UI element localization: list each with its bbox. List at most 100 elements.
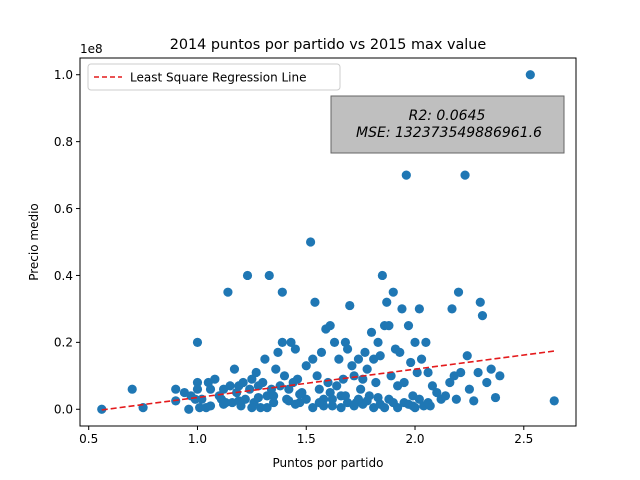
- data-point: [184, 404, 194, 414]
- data-point: [284, 396, 294, 406]
- data-point: [262, 403, 272, 413]
- data-point: [453, 287, 464, 297]
- data-point: [284, 384, 294, 394]
- y-axis-offset-label: 1e8: [80, 42, 103, 56]
- data-point: [399, 377, 409, 388]
- data-point: [325, 387, 335, 398]
- x-axis-label: Puntos por partido: [273, 456, 384, 470]
- data-point: [127, 384, 137, 394]
- data-point: [332, 381, 342, 391]
- data-point: [379, 403, 390, 413]
- data-point: [414, 394, 424, 404]
- data-point: [377, 270, 387, 281]
- data-point: [410, 337, 420, 347]
- data-point: [349, 401, 359, 411]
- x-tick-label: 0.5: [79, 432, 98, 446]
- data-point: [401, 170, 411, 180]
- data-point: [336, 403, 346, 413]
- data-point: [473, 367, 483, 378]
- y-axis-ticks: 0.0 0.2 0.4 0.6 0.8 1.0: [54, 68, 80, 417]
- data-point: [395, 347, 405, 357]
- data-point: [382, 297, 392, 307]
- data-point: [247, 374, 257, 384]
- data-point: [356, 384, 366, 394]
- data-point: [440, 391, 451, 401]
- data-point: [477, 311, 488, 321]
- data-point: [403, 321, 414, 331]
- y-axis-label: Precio medio: [27, 203, 41, 281]
- data-point: [190, 394, 200, 404]
- data-point: [225, 381, 235, 391]
- data-point: [456, 367, 466, 378]
- data-point: [264, 270, 274, 281]
- y-tick-label: 0.4: [54, 269, 73, 283]
- x-tick-label: 1.5: [297, 432, 316, 446]
- data-point: [416, 354, 427, 364]
- legend-entry-label: Least Square Regression Line: [130, 71, 307, 85]
- data-point: [460, 170, 470, 180]
- y-tick-label: 0.2: [54, 336, 73, 350]
- data-point: [362, 396, 372, 406]
- legend: Least Square Regression Line: [87, 63, 341, 91]
- x-tick-label: 1.0: [188, 432, 207, 446]
- data-point: [408, 401, 418, 411]
- data-point: [192, 384, 203, 394]
- data-point: [373, 337, 383, 347]
- data-point: [525, 70, 535, 80]
- data-point: [469, 396, 479, 406]
- data-point: [310, 297, 320, 307]
- data-point: [277, 287, 287, 297]
- stats-box: [330, 95, 565, 154]
- y-tick-label: 0.0: [54, 403, 73, 417]
- regression-line: [101, 350, 555, 411]
- x-axis-ticks: 0.5 1.0 1.5 2.0 2.5: [79, 426, 533, 446]
- data-point: [371, 377, 381, 388]
- data-point: [388, 397, 398, 408]
- data-point: [327, 401, 337, 411]
- data-point: [234, 396, 244, 406]
- data-point: [238, 377, 248, 388]
- x-tick-label: 2.5: [514, 432, 533, 446]
- data-point: [406, 357, 416, 368]
- y-tick-label: 1.0: [54, 68, 73, 82]
- data-point: [251, 367, 261, 378]
- data-point: [325, 321, 335, 331]
- data-point: [269, 391, 279, 401]
- data-point: [375, 351, 385, 361]
- data-point: [258, 377, 268, 388]
- data-point: [349, 371, 359, 381]
- y-tick-label: 0.8: [54, 135, 73, 149]
- data-point: [279, 371, 290, 381]
- data-point: [205, 401, 216, 411]
- data-point: [423, 367, 433, 378]
- data-point: [445, 377, 455, 388]
- mse-label: MSE: 132373549886961.6: [356, 125, 542, 141]
- data-point: [423, 397, 433, 408]
- data-point: [490, 392, 501, 403]
- data-point: [464, 384, 475, 394]
- data-point: [360, 347, 370, 357]
- data-point: [171, 384, 181, 394]
- data-point: [421, 337, 431, 347]
- data-point: [218, 399, 229, 409]
- data-point: [384, 321, 394, 331]
- data-point: [347, 361, 357, 371]
- data-point: [292, 374, 303, 384]
- legend-box: [87, 63, 341, 91]
- plot-area: [79, 57, 577, 427]
- data-point: [277, 337, 287, 347]
- data-point: [414, 304, 424, 314]
- data-point: [462, 351, 472, 361]
- data-point: [373, 392, 383, 403]
- data-point: [427, 381, 438, 391]
- data-point: [273, 347, 283, 357]
- data-point: [549, 396, 559, 406]
- data-point: [301, 361, 311, 371]
- data-point: [242, 270, 253, 281]
- regression-line-path: [101, 350, 555, 411]
- data-point: [353, 394, 364, 404]
- data-point: [432, 387, 442, 398]
- data-point: [253, 392, 263, 403]
- data-point: [290, 344, 300, 354]
- data-point: [195, 403, 205, 413]
